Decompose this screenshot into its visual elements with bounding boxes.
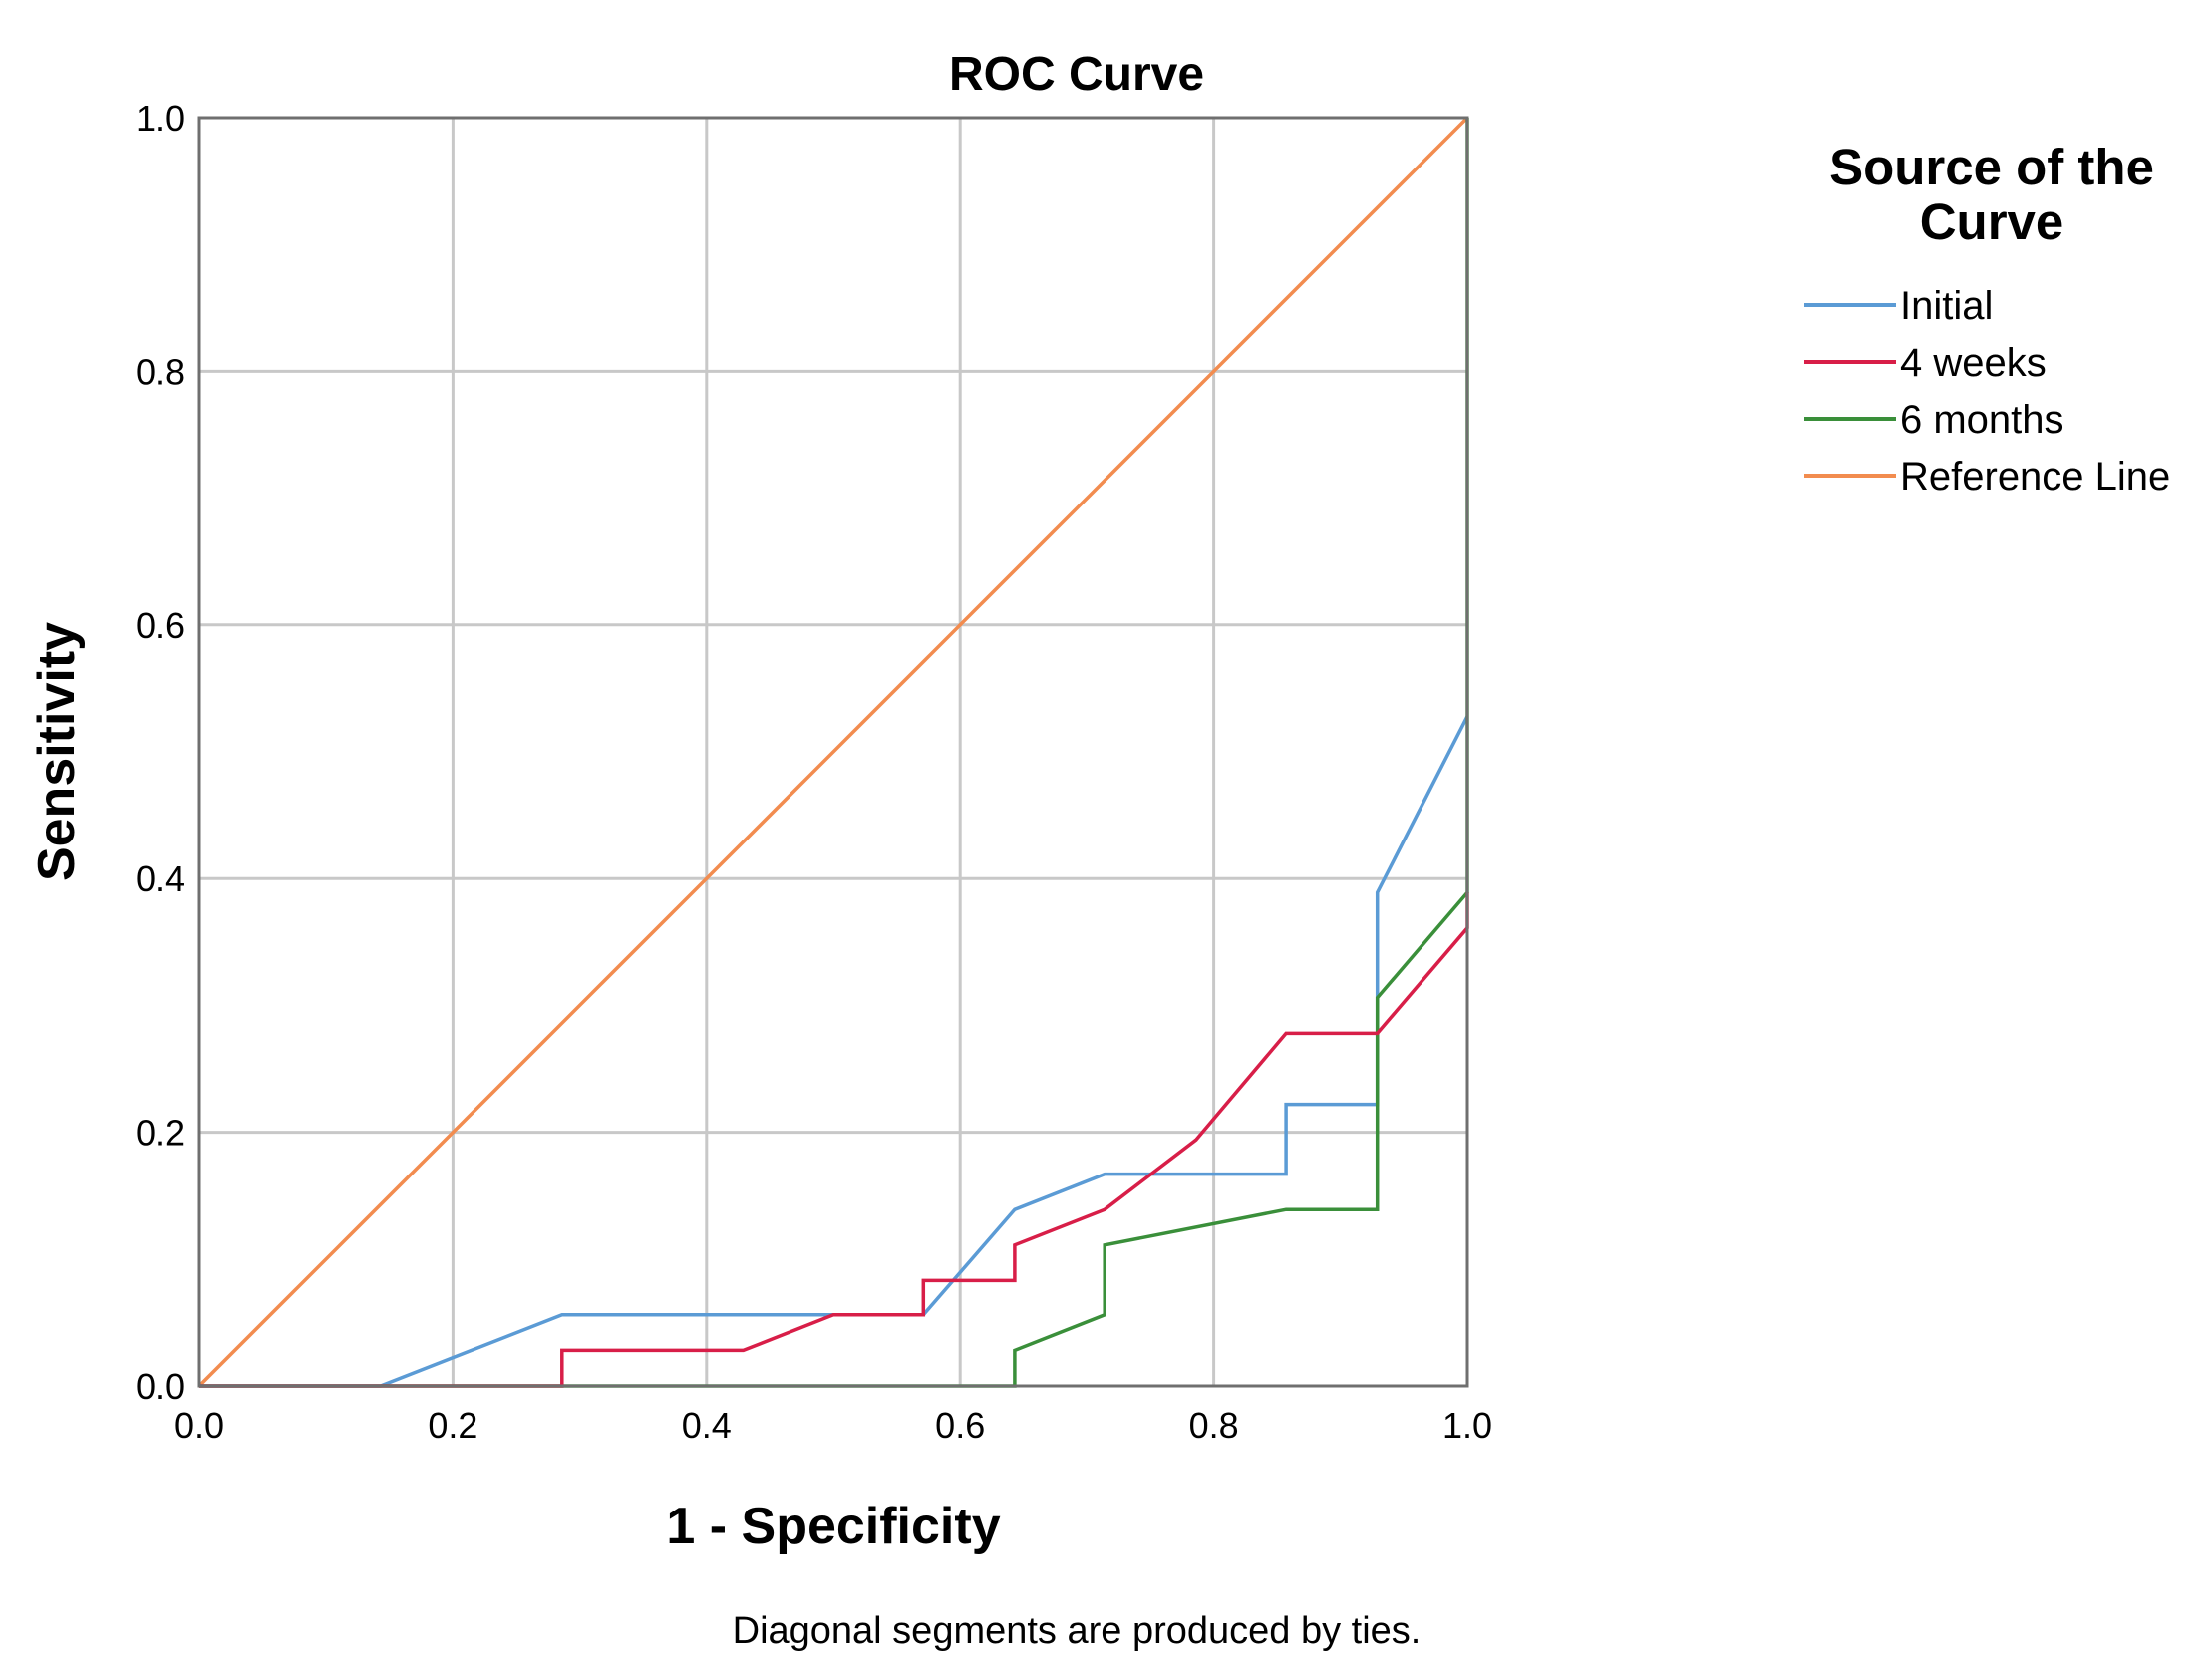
x-tick-label-2: 0.4 [682,1405,732,1446]
x-tick-label-1: 0.2 [428,1405,477,1446]
y-tick-label-0: 0.0 [136,1366,185,1407]
legend-label-4-weeks: 4 weeks [1900,341,2047,385]
x-axis-label: 1 - Specificity [666,1498,1000,1555]
legend-label-reference-line: Reference Line [1900,455,2170,499]
legend-items: Initial 4 weeks 6 months Reference Line [1804,284,2170,499]
y-tick-label-2: 0.4 [136,858,185,899]
plot-frame [197,116,1469,1388]
y-tick-label-3: 0.6 [136,605,185,646]
series-line-initial [199,715,1469,1388]
x-tick-label-5: 1.0 [1442,1405,1492,1446]
legend-label-initial: Initial [1900,284,1993,328]
x-tick-label-0: 0.0 [174,1405,224,1446]
legend-title-line-2: Curve [1920,193,2064,250]
legend-title-line-1: Source of the [1829,139,2154,195]
y-axis-label: Sensitivity [28,622,86,881]
series-lines [197,116,1469,1388]
series-line-6-months [199,118,1469,1388]
legend: Source of the Curve Initial 4 weeks 6 mont… [1804,139,2170,499]
x-tick-label-3: 0.6 [935,1405,985,1446]
chart-title: ROC Curve [949,48,1204,101]
y-tick-label-1: 0.2 [136,1113,185,1154]
tick-labels: 0.0 0.2 0.4 0.6 0.8 1.0 0.0 0.2 0.4 0.6 0.8 1.0 [136,98,1492,1446]
legend-label-6-months: 6 months [1900,398,2064,442]
series-line-4-weeks [199,892,1469,1388]
x-tick-label-4: 0.8 [1189,1405,1239,1446]
y-tick-label-5: 1.0 [136,98,185,139]
y-tick-label-4: 0.8 [136,351,185,392]
footnote: Diagonal segments are produced by ties. [733,1610,1422,1652]
series-line-reference-line [197,116,1469,1388]
